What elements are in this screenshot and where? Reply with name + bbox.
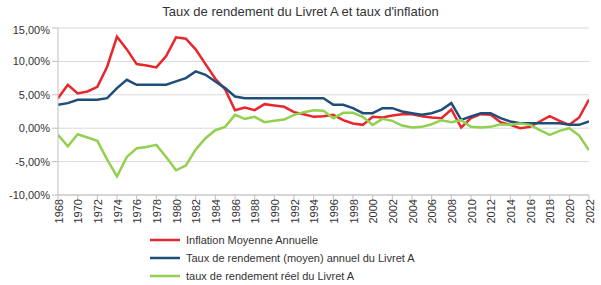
svg-text:2002: 2002 [387,199,399,223]
html-text:Taux de rendement du Livret A: Taux de rendement du Livret A et taux d'… [162,4,439,19]
svg-text:2022: 2022 [584,199,593,223]
svg-text:2006: 2006 [426,199,438,223]
svg-text:2004: 2004 [407,199,419,223]
svg-text:1992: 1992 [289,199,301,223]
svg-text:1998: 1998 [348,199,360,223]
svg-text:2010: 2010 [466,199,478,223]
svg-text:2020: 2020 [564,199,576,223]
html-text:Inflation Moyenne Annuelle: Inflation Moyenne Annuelle [186,234,319,246]
svg-text:1976: 1976 [131,199,143,223]
svg-text:15,00%: 15,00% [13,24,51,36]
svg-text:1980: 1980 [171,199,183,223]
svg-text:1968: 1968 [53,199,65,223]
svg-text:2016: 2016 [525,199,537,223]
svg-text:1970: 1970 [72,199,84,223]
svg-text:1982: 1982 [190,199,202,223]
svg-text:5,00%: 5,00% [19,89,50,101]
svg-text:1996: 1996 [328,199,340,223]
svg-text:2012: 2012 [485,199,497,223]
svg-text:2008: 2008 [446,199,458,223]
html-text:taux de rendement réel du Livr: taux de rendement réel du Livret A [186,270,355,282]
svg-text:1988: 1988 [249,199,261,223]
svg-text:1978: 1978 [151,199,163,223]
svg-text:1974: 1974 [112,199,124,223]
svg-text:2018: 2018 [544,199,556,223]
svg-text:2014: 2014 [505,199,517,223]
svg-text:2000: 2000 [367,199,379,223]
html-text:Taux de rendement (moyen) annu: Taux de rendement (moyen) annuel du Livr… [186,252,415,264]
svg-text:1984: 1984 [210,199,222,223]
svg-text:1990: 1990 [269,199,281,223]
svg-text:1986: 1986 [230,199,242,223]
svg-text:1972: 1972 [92,199,104,223]
svg-text:10,00%: 10,00% [13,55,51,67]
svg-text:1994: 1994 [308,199,320,223]
svg-text:0,00%: 0,00% [19,122,50,134]
svg-text:-5,00%: -5,00% [15,156,50,168]
svg-text:-10,00%: -10,00% [9,189,50,201]
